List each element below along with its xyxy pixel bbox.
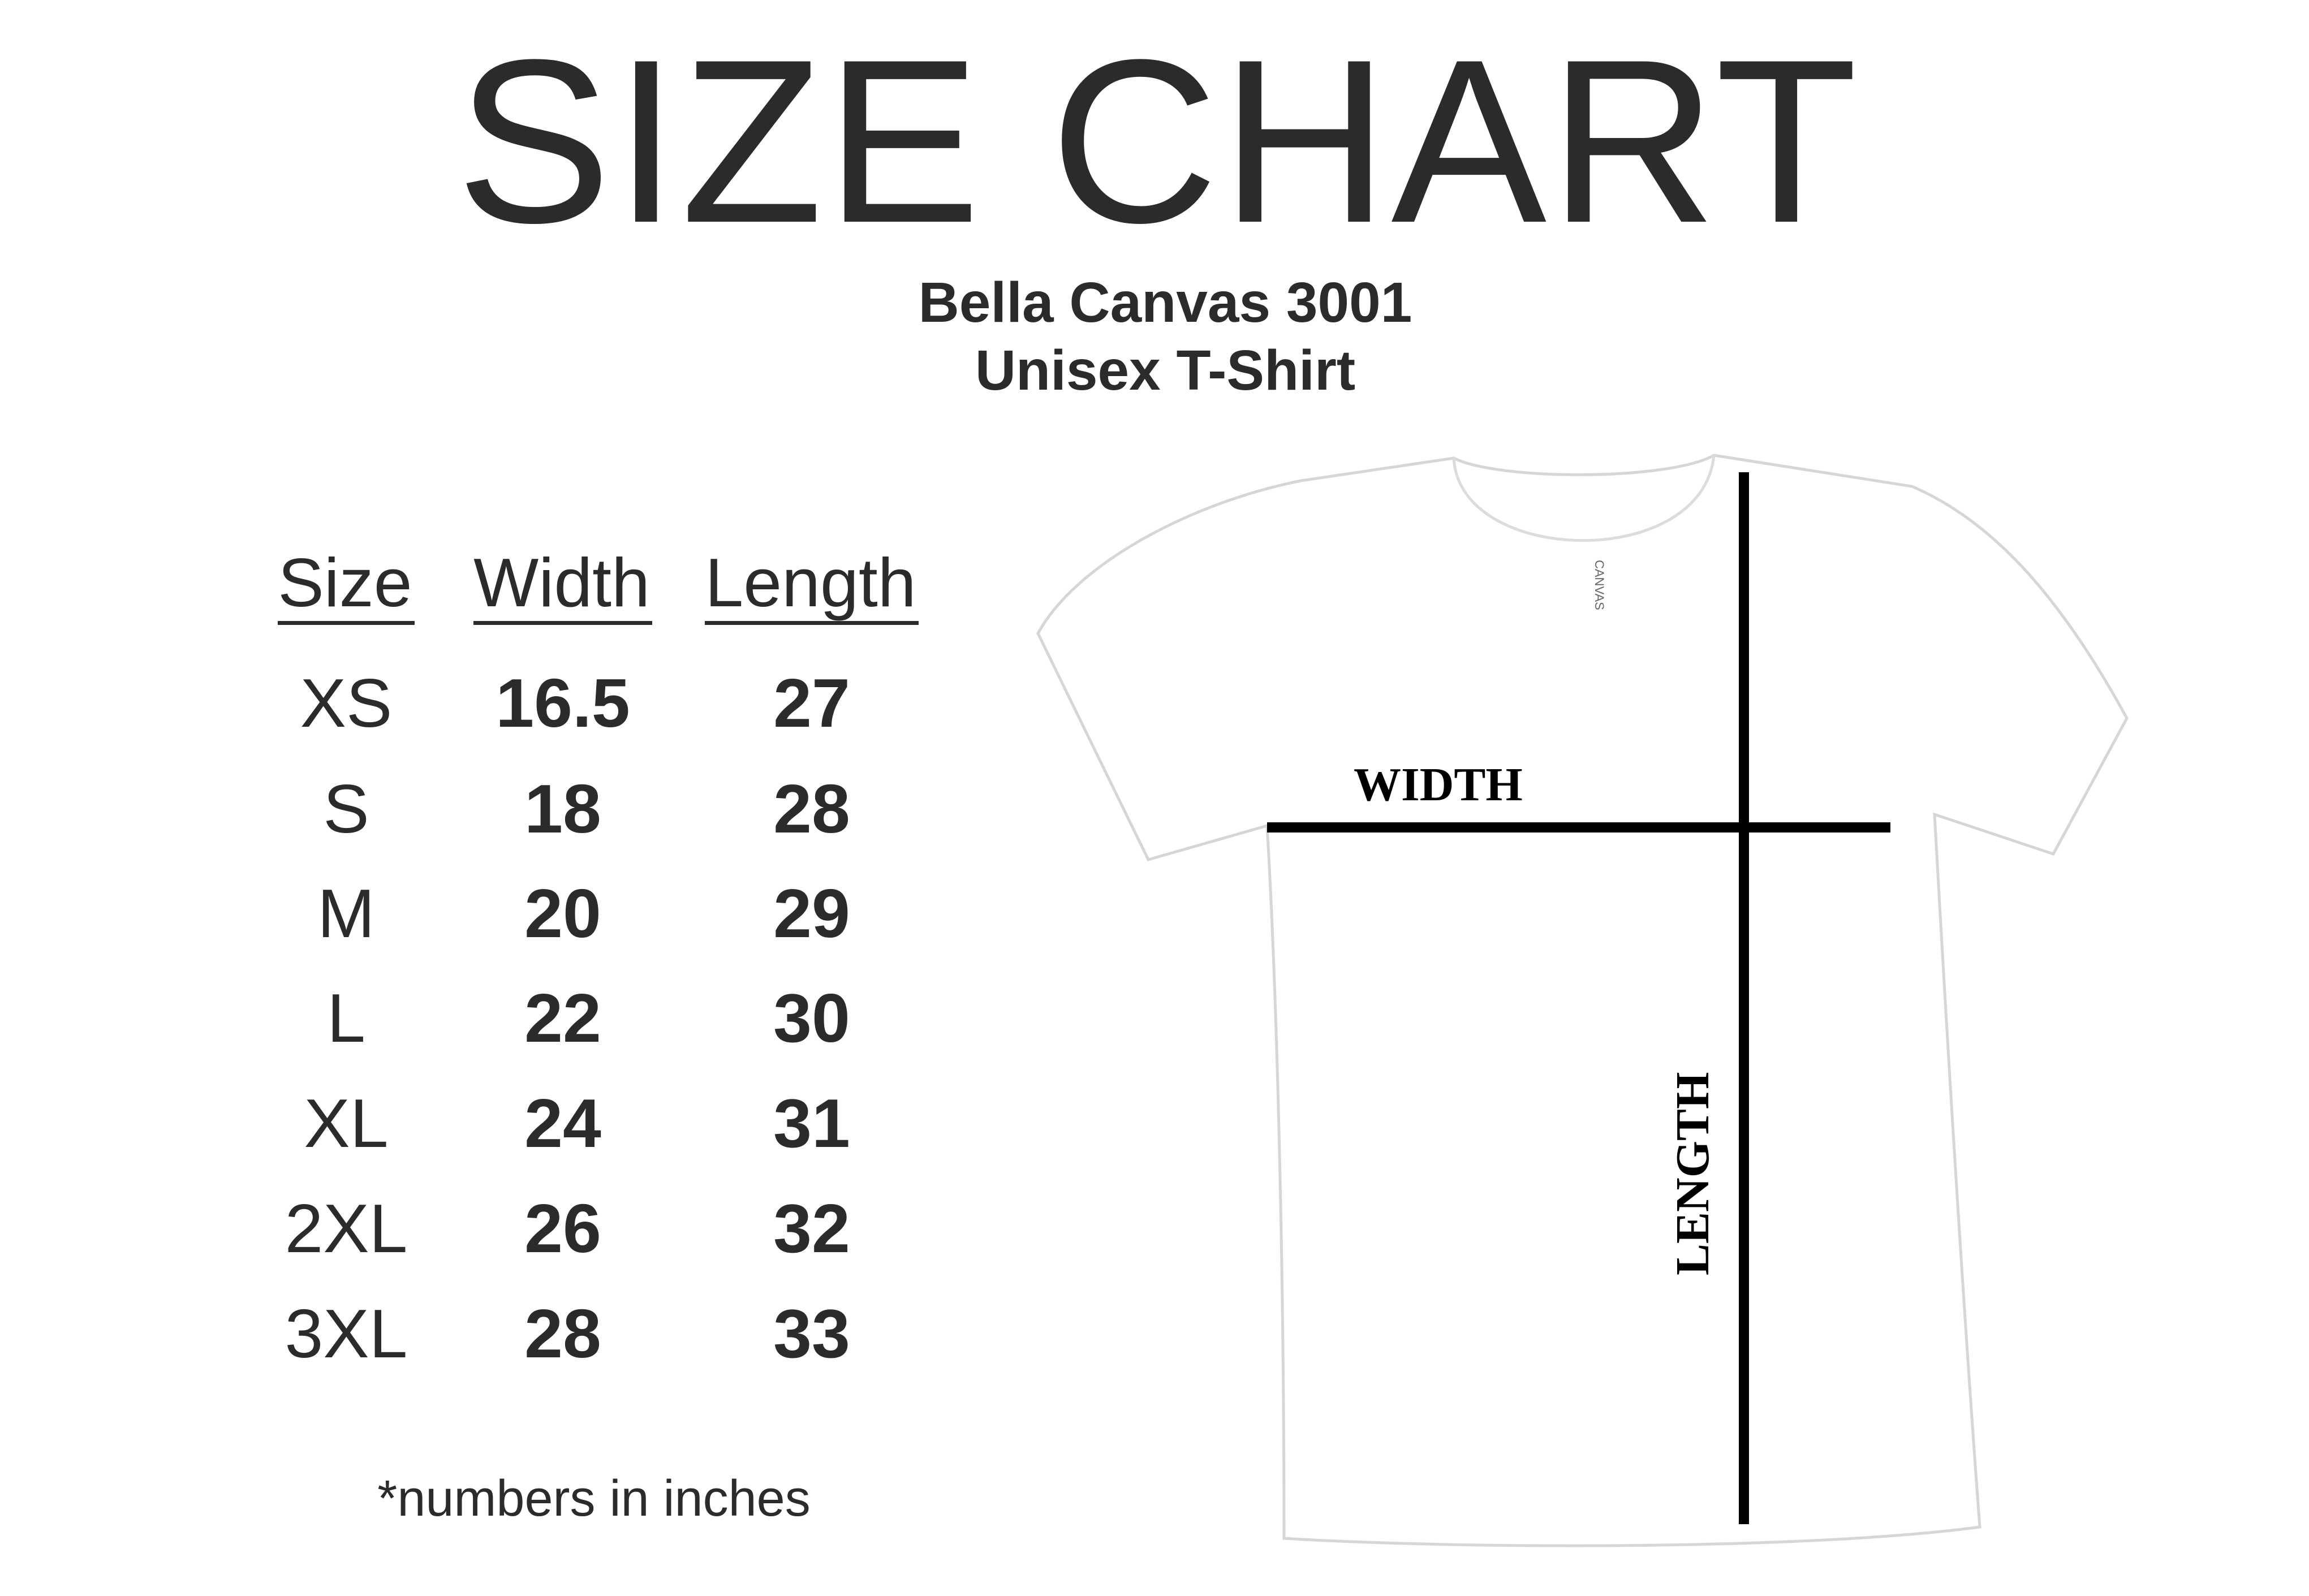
cell-length: 29 <box>773 875 850 952</box>
footnote: *numbers in inches <box>377 1470 811 1527</box>
cell-size: L <box>327 980 365 1056</box>
cell-width: 20 <box>524 875 601 952</box>
cell-size: M <box>317 875 375 952</box>
cell-size: XL <box>304 1085 389 1162</box>
header-size-text: Size <box>278 544 415 625</box>
cell-size: 2XL <box>285 1190 408 1267</box>
cell-length: 28 <box>773 770 850 847</box>
cell-width: 22 <box>524 980 601 1056</box>
cell-width: 18 <box>524 770 601 847</box>
cell-length: 30 <box>773 980 850 1056</box>
cell-length: 33 <box>773 1295 850 1372</box>
cell-width: 28 <box>524 1295 601 1372</box>
tag-text: CANVAS <box>1592 560 1606 610</box>
length-label: LENGTH <box>1666 1072 1719 1275</box>
cell-width: 24 <box>524 1085 601 1162</box>
cell-size: 3XL <box>285 1295 408 1372</box>
header-length: Length <box>665 543 959 625</box>
cell-length: 31 <box>773 1085 850 1162</box>
product-name: Bella Canvas 3001 <box>918 271 1412 334</box>
tshirt-collar <box>1452 455 1716 542</box>
brand-tag: CANVAS <box>1592 560 1606 610</box>
cell-width: 26 <box>524 1190 601 1267</box>
header-size: Size <box>199 543 493 625</box>
header-length-text: Length <box>705 544 919 625</box>
tshirt-shape <box>1036 454 2129 1547</box>
width-label: WIDTH <box>1354 758 1523 811</box>
cell-width: 16.5 <box>496 665 630 741</box>
product-style: Unisex T-Shirt <box>975 339 1356 402</box>
header-width: Width <box>416 543 710 625</box>
cell-size: XS <box>300 665 393 741</box>
page-title: SIZE CHART <box>456 11 1860 271</box>
header-width-text: Width <box>473 544 652 625</box>
cell-length: 32 <box>773 1190 850 1267</box>
cell-size: S <box>323 770 369 847</box>
cell-length: 27 <box>773 665 850 741</box>
